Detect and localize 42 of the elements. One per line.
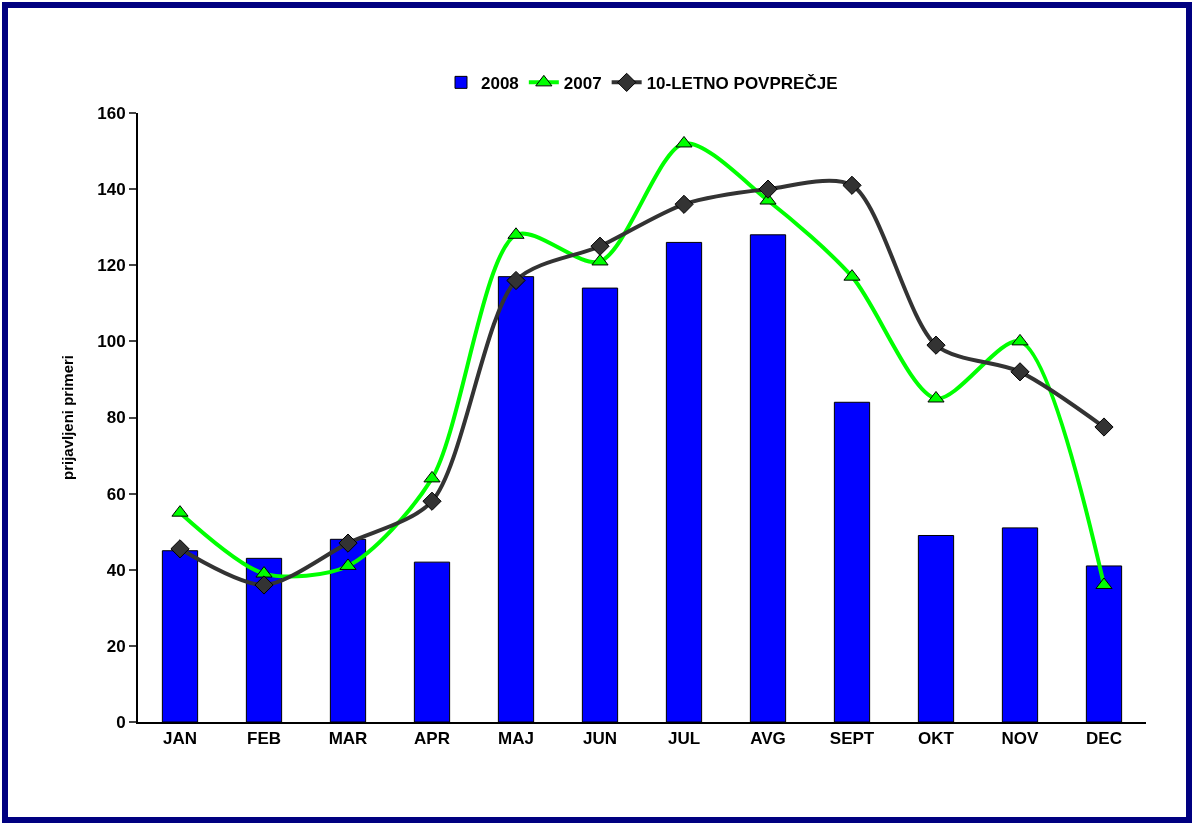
x-tick-label: MAR [328, 729, 368, 749]
x-tick-label: NOV [1001, 729, 1040, 749]
y-tick-label: 140 [97, 180, 126, 200]
x-tick-label: MAJ [498, 729, 534, 749]
x-tick-label: SEPT [829, 729, 875, 749]
x-tick-label: FEB [247, 729, 281, 749]
point [926, 335, 946, 355]
point [423, 470, 441, 483]
x-tick-label: JUL [667, 729, 701, 749]
x-tick-label: AVG [750, 729, 786, 749]
point [842, 175, 862, 195]
point [675, 135, 693, 148]
x-tick-label: JUN [582, 729, 618, 749]
y-tick-label: 60 [106, 484, 126, 504]
legend-label: 2007 [563, 74, 602, 93]
y-tick-label: 80 [106, 408, 126, 428]
point [674, 194, 694, 214]
point [1011, 333, 1029, 346]
legend-label: 2008 [481, 74, 519, 93]
y-tick-label: 100 [97, 332, 126, 352]
y-tick-label: 40 [106, 560, 126, 580]
x-tick-label: DEC [1086, 729, 1122, 749]
point [1010, 362, 1030, 382]
point [590, 236, 610, 256]
point [254, 575, 274, 595]
legend-label: 10-LETNO POVPREČJE [646, 74, 838, 93]
point [591, 253, 609, 266]
point [1094, 417, 1114, 437]
point [338, 533, 358, 553]
y-tick-label: 160 [97, 103, 126, 123]
y-tick-label: 0 [116, 712, 126, 732]
y-tick-label: 20 [106, 636, 126, 656]
x-tick-label: JAN [162, 729, 198, 749]
y-tick-label: 120 [97, 256, 126, 276]
y-axis-title: prijavljeni primeri [58, 354, 76, 481]
point [170, 539, 190, 559]
point [927, 390, 945, 403]
point [422, 491, 442, 511]
x-tick-label: APR [414, 729, 450, 749]
point [758, 179, 778, 199]
x-tick-label: OKT [918, 729, 955, 749]
point [506, 270, 526, 291]
